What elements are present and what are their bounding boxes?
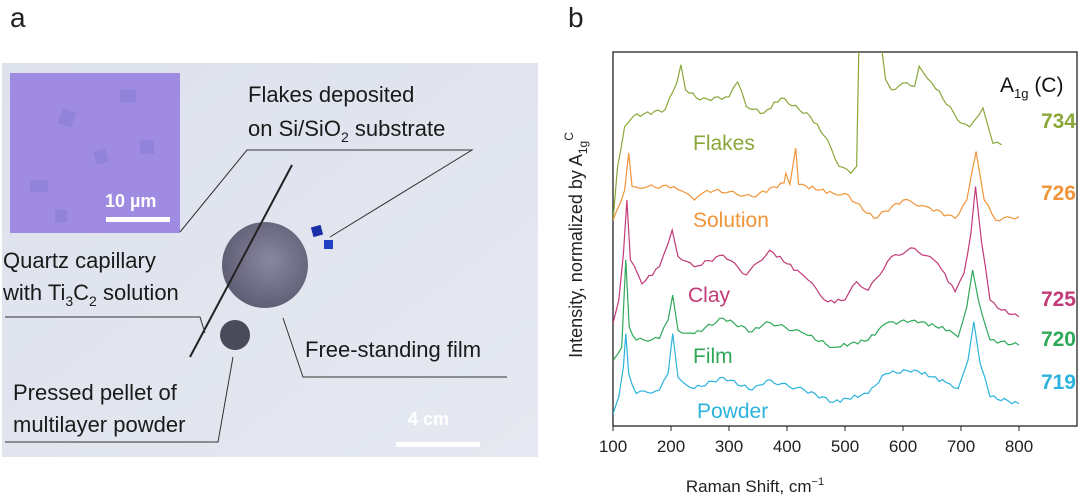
free-standing-film <box>222 222 308 308</box>
x-axis-title: Raman Shift, cm−1 <box>686 476 824 496</box>
series-label-solution: Solution <box>693 209 769 232</box>
series-line-solution <box>613 148 1020 222</box>
series-label-film: Film <box>693 345 733 368</box>
series-line-clay <box>613 186 1020 324</box>
series-line-film <box>613 259 1020 361</box>
x-tick-label: 600 <box>889 437 917 456</box>
inset-scale-label: 10 µm <box>105 191 156 211</box>
flakes-label-line1: Flakes deposited <box>248 82 414 107</box>
inset-scale-bar <box>106 217 170 222</box>
x-tick-label: 700 <box>947 437 975 456</box>
substrate-chip <box>310 224 324 238</box>
peak-header: A1g (C) <box>1000 74 1063 101</box>
inset-flakes <box>30 90 154 222</box>
film-label: Free-standing film <box>305 337 481 362</box>
peak-value-solution: 726 <box>1041 182 1076 205</box>
series-line-flakes <box>613 52 1002 221</box>
y-axis-title: Intensity, normalized by A1gC <box>562 132 590 358</box>
panel-a-label: a <box>10 2 26 33</box>
plot-frame <box>612 51 1078 427</box>
substrate-chip <box>324 240 333 249</box>
pellet-label-line2: multilayer powder <box>13 412 185 437</box>
photo-scale-bar <box>396 442 480 447</box>
peak-value-powder: 719 <box>1041 371 1076 394</box>
panel-b-label: b <box>568 2 584 33</box>
peak-value-clay: 725 <box>1041 288 1076 311</box>
x-tick-label: 100 <box>599 437 627 456</box>
raman-chart: 100 200 300 400 500 600 700 800 Flakes 734 Soluti… <box>562 51 1078 496</box>
flakes-label-line2: on Si/SiO2 substrate <box>248 116 445 145</box>
x-tick-label: 400 <box>773 437 801 456</box>
sample-photo: 10 µm Flakes deposited on Si/SiO2 substr… <box>2 63 538 457</box>
photo-scale-label: 4 cm <box>408 409 449 429</box>
x-tick-label: 300 <box>715 437 743 456</box>
pellet-label-line1: Pressed pellet of <box>13 380 178 405</box>
series-label-flakes: Flakes <box>693 132 755 155</box>
peak-value-flakes: 734 <box>1041 110 1076 133</box>
x-tick-label: 800 <box>1005 437 1033 456</box>
pressed-pellet <box>220 320 250 350</box>
capillary-label-line2: with Ti3C2 solution <box>2 280 179 309</box>
x-tick-label: 200 <box>657 437 685 456</box>
quartz-capillary <box>189 164 293 358</box>
series-label-powder: Powder <box>697 400 768 423</box>
peak-value-film: 720 <box>1041 328 1076 351</box>
capillary-label-line1: Quartz capillary <box>3 248 156 273</box>
x-tick-label: 500 <box>831 437 859 456</box>
leader-lines <box>5 149 507 443</box>
series-label-clay: Clay <box>688 284 731 307</box>
series-line-powder <box>613 321 1020 414</box>
